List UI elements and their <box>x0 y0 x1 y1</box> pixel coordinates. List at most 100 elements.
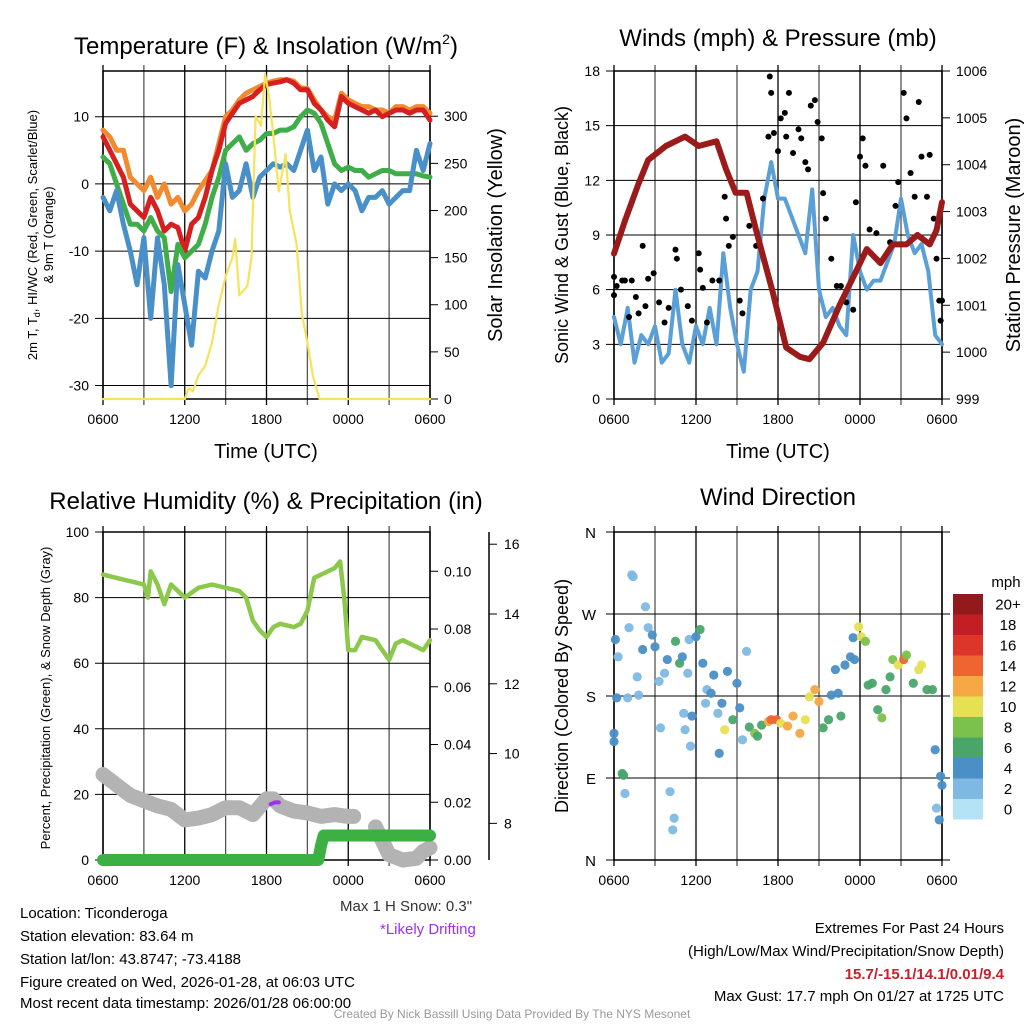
wind-direction-point <box>706 688 716 698</box>
insolation-right-tick-label: 150 <box>444 250 468 266</box>
wind-direction-point <box>640 602 651 612</box>
recent-data-text: Most recent data timestamp: 2026/01/28 0… <box>20 995 352 1012</box>
gust-point <box>930 215 937 222</box>
gust-point <box>933 255 940 262</box>
wind-direction-point <box>717 698 727 708</box>
wind-direction-point <box>823 715 834 725</box>
gust-point <box>798 135 805 142</box>
insolation-right-tick-label: 100 <box>444 297 468 313</box>
gust-point <box>802 159 809 166</box>
gust-point <box>765 133 772 140</box>
wind-direction-point <box>885 672 895 682</box>
wind-direction-point <box>609 728 619 738</box>
rh-y-tick-label: 20 <box>73 786 89 802</box>
latlon-text: Station lat/lon: 43.8747; -73.4188 <box>20 951 242 968</box>
wind-direction-point <box>687 711 697 721</box>
wind-direction-point <box>877 713 887 723</box>
direction-y-axis-label: Direction (Colored By Speed) <box>552 579 572 813</box>
wind-direction-point <box>618 770 629 780</box>
wind-direction-point <box>735 703 745 713</box>
wind-direction-point <box>643 623 653 633</box>
wind-x-tick-label: 1800 <box>762 411 793 427</box>
wind-direction-point <box>741 646 752 656</box>
sonic-wind-line <box>612 160 944 374</box>
snow-depth-tick-label: 12 <box>504 676 520 692</box>
elevation-text: Station elevation: 83.64 m <box>20 928 194 945</box>
gust-point <box>739 310 746 317</box>
gust-point <box>621 277 628 284</box>
gust-point <box>859 135 866 142</box>
gust-point <box>642 303 649 310</box>
colorbar-label: 12 <box>1000 678 1017 695</box>
temp-y-axis-label: 2m T, Td, HI/WC (Red, Green, Scarlet/Blu… <box>25 110 42 360</box>
colorbar-label: 20+ <box>995 596 1021 613</box>
wind-direction-point <box>720 725 730 735</box>
wind-direction-point <box>782 721 793 731</box>
extremes-legend: (High/Low/Max Wind/Precipitation/Snow De… <box>688 943 1004 960</box>
direction-x-tick-label: 0600 <box>926 872 957 888</box>
precip-right-tick-label: 0.00 <box>444 852 471 868</box>
colorbar-swatch <box>953 635 983 656</box>
gust-point <box>628 277 635 284</box>
colorbar-swatch <box>953 696 983 717</box>
colorbar-swatch <box>953 737 983 758</box>
gust-point <box>907 170 914 177</box>
gust-point <box>695 250 702 257</box>
gust-point <box>862 162 869 169</box>
pressure-right-tick-label: 999 <box>956 391 980 407</box>
wind-direction-point <box>698 658 708 668</box>
wind-direction-point <box>916 660 927 670</box>
wind-direction-point <box>867 678 877 688</box>
colorbar-label: 10 <box>1000 699 1017 716</box>
wind-direction-point <box>695 624 705 635</box>
gust-point <box>677 286 684 293</box>
extremes-title: Extremes For Past 24 Hours <box>814 920 1004 937</box>
rh-x-tick-label: 0000 <box>333 872 364 888</box>
wind-direction-point <box>665 787 675 797</box>
gust-point <box>822 215 829 222</box>
gust-point <box>613 283 620 290</box>
wind-direction-point <box>700 698 711 708</box>
insolation-right-tick-label: 200 <box>444 202 468 218</box>
pressure-y-axis-label: Station Pressure (Maroon) <box>1003 118 1024 353</box>
direction-y-tick-label: S <box>586 689 596 706</box>
wind-direction-point <box>709 670 719 680</box>
likely-drifting-marks <box>268 800 281 807</box>
temp-y-tick-label: -10 <box>69 243 89 259</box>
rh-y-axis-label: Percent, Precipitation (Green), & Snow D… <box>38 547 53 850</box>
direction-y-tick-label: W <box>582 607 597 624</box>
rh-y-tick-label: 40 <box>73 721 89 737</box>
gust-point <box>632 293 639 300</box>
colorbar-title: mph <box>991 574 1020 591</box>
gust-point <box>746 222 753 229</box>
insolation-right-tick-label: 0 <box>444 391 452 407</box>
wind-direction-point <box>728 715 738 725</box>
gust-point <box>939 297 945 304</box>
colorbar-label: 8 <box>1004 719 1012 736</box>
gust-point <box>723 215 730 222</box>
solar-insolation-line <box>101 72 432 401</box>
direction-x-tick-label: 0600 <box>598 872 629 888</box>
gust-point <box>837 283 844 290</box>
rh-y-tick-label: 60 <box>73 655 89 671</box>
rh-x-tick-label: 0600 <box>414 872 445 888</box>
wind-y-tick-label: 9 <box>592 227 600 243</box>
wind-x-axis-label: Time (UTC) <box>726 441 830 463</box>
colorbar-label: 18 <box>1000 617 1017 634</box>
colorbar-label: 14 <box>1000 658 1017 675</box>
gust-point <box>665 304 672 311</box>
wind-direction-point <box>732 678 742 688</box>
wind-y-tick-label: 3 <box>592 336 600 352</box>
colorbar-label: 4 <box>1004 760 1012 777</box>
wind-direction-point <box>788 711 798 721</box>
gust-point <box>818 135 825 142</box>
pressure-right-tick-label: 1001 <box>956 297 987 313</box>
wind-direction-point <box>927 685 938 695</box>
temp-y-tick-label: 0 <box>81 176 89 192</box>
wind-direction-point <box>849 654 860 665</box>
colorbar-swatch <box>953 594 983 615</box>
wind-y-tick-label: 15 <box>584 118 600 134</box>
gust-point <box>699 284 706 291</box>
gust-point <box>814 119 821 126</box>
credit-text: Created By Nick Bassill Using Data Provi… <box>333 1007 691 1021</box>
